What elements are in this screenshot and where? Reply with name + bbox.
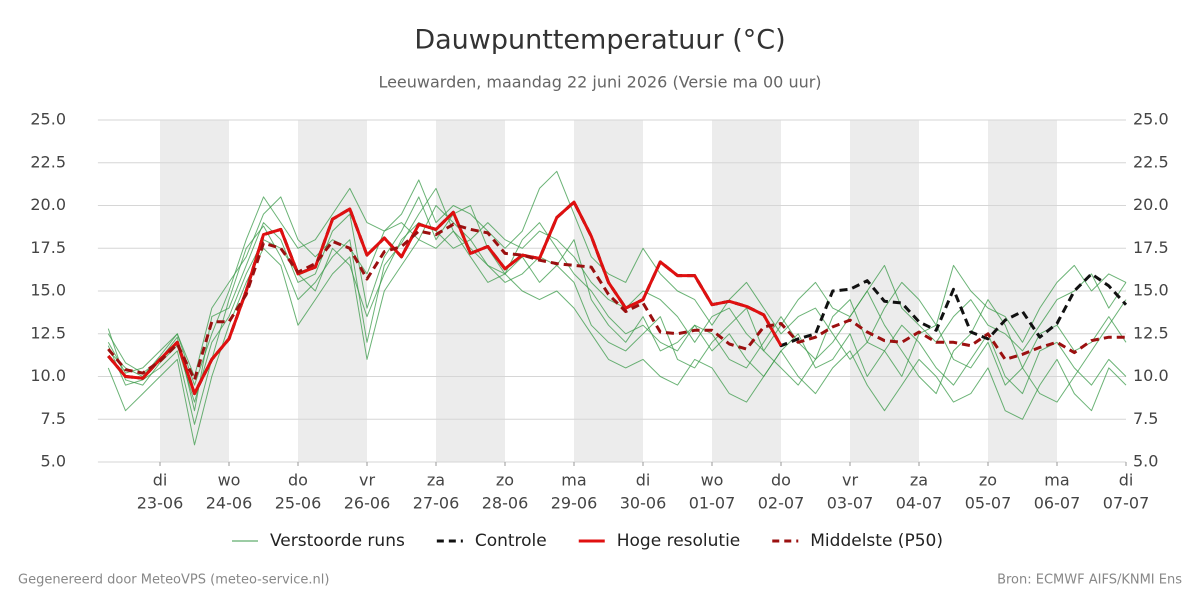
footer-right: Bron: ECMWF AIFS/KNMI Ens [997,573,1182,588]
legend-label: Verstoorde runs [270,531,405,551]
ensemble-line [107,222,1127,403]
legend-label: Controle [475,531,547,551]
y-tick-label-right: 12.5 [1133,323,1169,342]
x-tick-date: 02-07 [758,494,805,513]
x-tick-day: do [771,471,791,490]
ensemble-line [107,230,1127,446]
y-tick-label-right: 20.0 [1133,195,1169,214]
x-tick-date: 28-06 [482,494,529,513]
y-tick-label: 10.0 [30,366,66,385]
x-tick-date: 29-06 [551,494,598,513]
x-tick-day: ma [1044,471,1069,490]
x-tick-day: zo [496,471,514,490]
x-tick-date: 06-07 [1034,494,1081,513]
ensemble-line [107,187,1127,425]
y-tick-label: 15.0 [30,281,66,300]
ensemble-line [107,170,1127,386]
x-tick-day: vr [842,471,858,490]
legend-label: Hoge resolutie [617,531,741,551]
series-line [107,222,1126,382]
x-tick-date: 07-07 [1103,494,1150,513]
y-tick-label-right: 22.5 [1133,152,1169,171]
chart-title: Dauwpunttemperatuur (°C) [414,25,785,56]
x-tick-date: 05-07 [965,494,1012,513]
x-tick-day: vr [359,471,375,490]
x-tick-day: wo [701,471,724,490]
x-tick-day: za [910,471,928,490]
x-tick-date: 25-06 [275,494,322,513]
chart-subtitle: Leeuwarden, maandag 22 juni 2026 (Versie… [378,73,821,92]
x-tick-date: 30-06 [620,494,667,513]
legend-label: Middelste (P50) [810,531,943,551]
x-tick-date: 01-07 [689,494,736,513]
y-tick-label-right: 25.0 [1133,110,1169,129]
y-tick-label: 22.5 [30,152,66,171]
x-tick-day: za [427,471,445,490]
x-tick-day: zo [979,471,997,490]
x-tick-day: di [153,471,168,490]
y-tick-label-right: 15.0 [1133,281,1169,300]
x-tick-day: di [1119,471,1134,490]
x-tick-day: wo [218,471,241,490]
x-tick-date: 27-06 [413,494,460,513]
x-tick-date: 03-07 [827,494,874,513]
y-tick-label-right: 17.5 [1133,238,1169,257]
ensemble-line [107,196,1127,412]
x-tick-date: 04-07 [896,494,943,513]
x-tick-date: 26-06 [344,494,391,513]
x-tick-date: 23-06 [137,494,184,513]
y-tick-label: 20.0 [30,195,66,214]
y-tick-label: 17.5 [30,238,66,257]
y-tick-label: 5.0 [41,452,66,471]
y-tick-label-right: 5.0 [1133,452,1158,471]
y-tick-label: 7.5 [41,409,66,428]
y-tick-label: 12.5 [30,323,66,342]
x-tick-day: do [288,471,308,490]
y-tick-label: 25.0 [30,110,66,129]
x-tick-date: 24-06 [206,494,253,513]
x-tick-day: ma [561,471,586,490]
x-tick-day: di [636,471,651,490]
series-line [107,200,783,396]
y-tick-label-right: 7.5 [1133,409,1158,428]
y-tick-label-right: 10.0 [1133,366,1169,385]
footer-left: Gegenereerd door MeteoVPS (meteo-service… [18,573,329,588]
